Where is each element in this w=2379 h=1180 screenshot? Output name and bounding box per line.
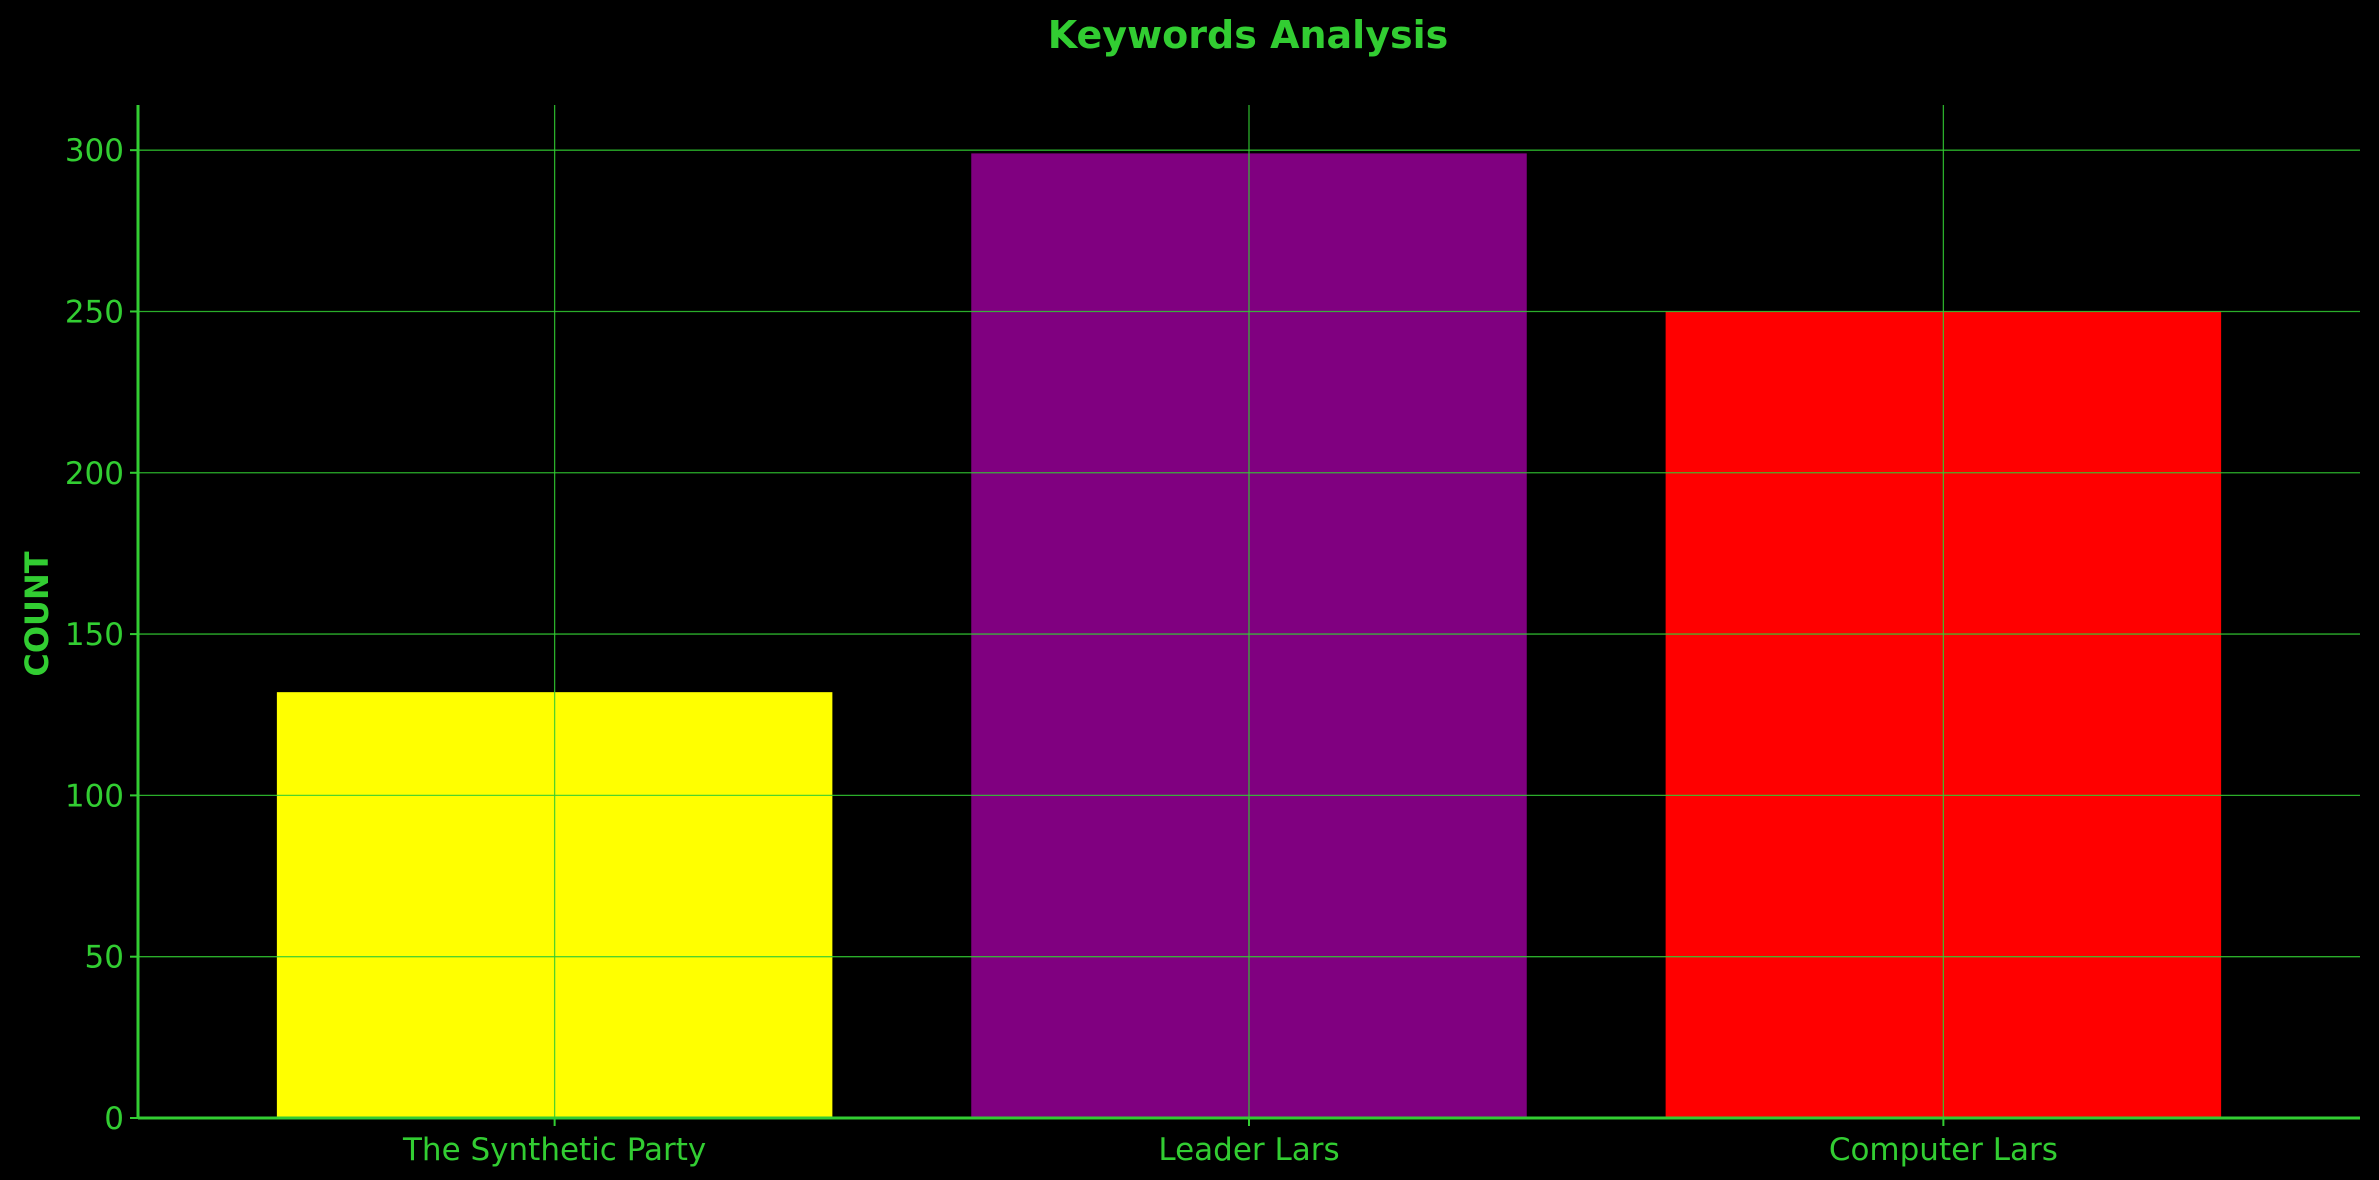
grid-layer	[138, 105, 2360, 1118]
y-tick-label: 300	[65, 133, 124, 169]
y-tick-label: 100	[65, 778, 124, 814]
x-tick-label: Leader Lars	[1158, 1132, 1339, 1168]
x-tick-label: Computer Lars	[1829, 1132, 2058, 1168]
y-axis-label: COUNT	[18, 551, 56, 676]
y-tick-label: 0	[104, 1101, 124, 1137]
y-tick-label: 50	[85, 940, 124, 976]
tick-layer: 0 50 100 150 200 250 300 The Synthetic Party Lea…	[65, 133, 2058, 1168]
x-tick-label: The Synthetic Party	[402, 1132, 706, 1168]
y-tick-label: 150	[65, 617, 124, 653]
y-tick-label: 250	[65, 294, 124, 330]
chart-title: Keywords Analysis	[1048, 13, 1448, 57]
y-tick-label: 200	[65, 456, 124, 492]
